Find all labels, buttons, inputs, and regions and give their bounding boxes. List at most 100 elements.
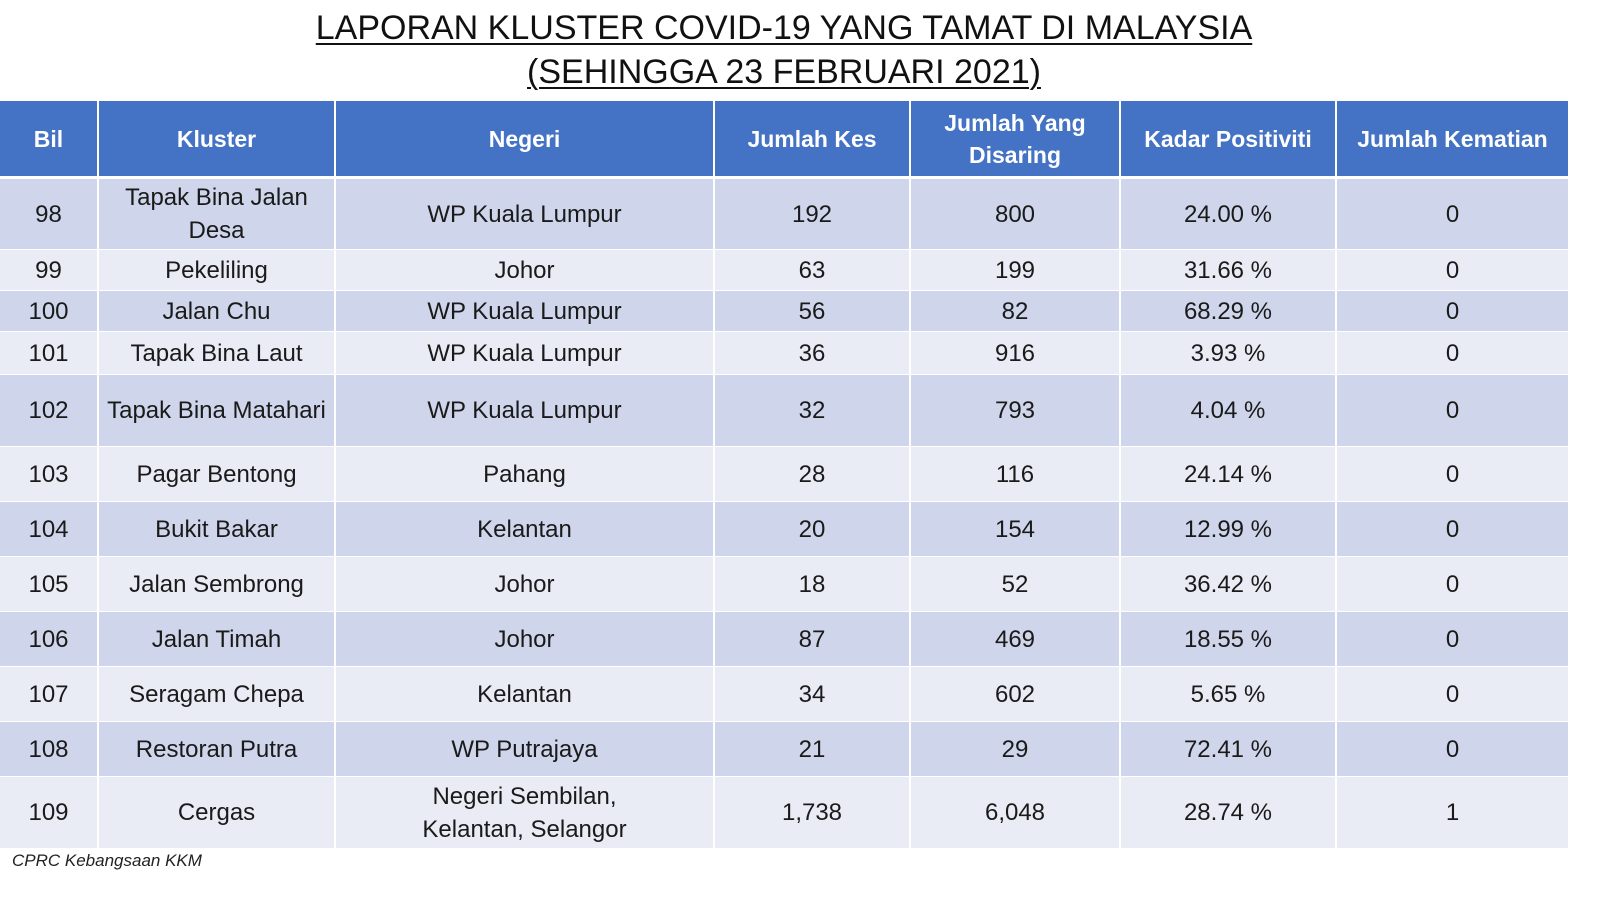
column-header-jumlah-disaring: Jumlah Yang Disaring bbox=[910, 101, 1121, 179]
cell-jumlah-kes: 1,738 bbox=[714, 776, 911, 849]
cell-negeri: Johor bbox=[335, 556, 715, 612]
cell-negeri: Pahang bbox=[335, 446, 715, 502]
table-row: 103 Pagar Bentong Pahang 28 116 24.14 % … bbox=[0, 446, 1568, 502]
cell-bil: 108 bbox=[0, 721, 99, 777]
report-title-line-2: (SEHINGGA 23 FEBRUARI 2021) bbox=[527, 53, 1041, 91]
table-row: 104 Bukit Bakar Kelantan 20 154 12.99 % … bbox=[0, 501, 1568, 557]
cell-jumlah-kematian: 0 bbox=[1336, 290, 1568, 332]
cell-jumlah-disaring: 29 bbox=[910, 721, 1121, 777]
column-header-kadar-positiviti: Kadar Positiviti bbox=[1120, 101, 1337, 179]
cell-negeri: Johor bbox=[335, 611, 715, 667]
cell-jumlah-kematian: 0 bbox=[1336, 721, 1568, 777]
cell-bil: 107 bbox=[0, 666, 99, 722]
cell-jumlah-disaring: 602 bbox=[910, 666, 1121, 722]
cell-negeri: Johor bbox=[335, 249, 715, 291]
cell-bil: 102 bbox=[0, 374, 99, 447]
cell-jumlah-kes: 63 bbox=[714, 249, 911, 291]
table-row: 107 Seragam Chepa Kelantan 34 602 5.65 %… bbox=[0, 666, 1568, 722]
cell-negeri: WP Kuala Lumpur bbox=[335, 331, 715, 375]
column-header-negeri: Negeri bbox=[335, 101, 715, 179]
cell-jumlah-kes: 18 bbox=[714, 556, 911, 612]
cell-bil: 106 bbox=[0, 611, 99, 667]
cell-kluster: Tapak Bina Laut bbox=[98, 331, 336, 375]
cell-jumlah-kematian: 0 bbox=[1336, 374, 1568, 447]
cell-negeri: WP Kuala Lumpur bbox=[335, 177, 715, 250]
column-header-bil: Bil bbox=[0, 101, 99, 179]
cell-bil: 98 bbox=[0, 177, 99, 250]
table-row: 101 Tapak Bina Laut WP Kuala Lumpur 36 9… bbox=[0, 331, 1568, 375]
cell-kadar-positiviti: 28.74 % bbox=[1120, 776, 1337, 849]
cell-jumlah-kematian: 0 bbox=[1336, 556, 1568, 612]
cell-kadar-positiviti: 18.55 % bbox=[1120, 611, 1337, 667]
cell-kadar-positiviti: 31.66 % bbox=[1120, 249, 1337, 291]
table-row: 102 Tapak Bina Matahari WP Kuala Lumpur … bbox=[0, 374, 1568, 447]
cell-kluster: Tapak Bina Matahari bbox=[98, 374, 336, 447]
cell-negeri: Kelantan bbox=[335, 666, 715, 722]
cell-jumlah-disaring: 52 bbox=[910, 556, 1121, 612]
cell-jumlah-disaring: 469 bbox=[910, 611, 1121, 667]
cell-jumlah-kematian: 0 bbox=[1336, 446, 1568, 502]
cell-negeri: Negeri Sembilan, Kelantan, Selangor bbox=[335, 776, 715, 849]
cell-jumlah-kematian: 0 bbox=[1336, 611, 1568, 667]
cell-jumlah-disaring: 800 bbox=[910, 177, 1121, 250]
cell-jumlah-kematian: 0 bbox=[1336, 666, 1568, 722]
cell-bil: 105 bbox=[0, 556, 99, 612]
cell-jumlah-disaring: 6,048 bbox=[910, 776, 1121, 849]
cell-jumlah-kematian: 0 bbox=[1336, 501, 1568, 557]
table-row: 106 Jalan Timah Johor 87 469 18.55 % 0 bbox=[0, 611, 1568, 667]
cell-negeri: WP Kuala Lumpur bbox=[335, 374, 715, 447]
cell-bil: 101 bbox=[0, 331, 99, 375]
table-row: 105 Jalan Sembrong Johor 18 52 36.42 % 0 bbox=[0, 556, 1568, 612]
cell-kadar-positiviti: 3.93 % bbox=[1120, 331, 1337, 375]
cluster-table: Bil Kluster Negeri Jumlah Kes Jumlah Yan… bbox=[0, 101, 1568, 849]
cell-bil: 103 bbox=[0, 446, 99, 502]
cell-kadar-positiviti: 68.29 % bbox=[1120, 290, 1337, 332]
cell-kadar-positiviti: 24.14 % bbox=[1120, 446, 1337, 502]
cell-bil: 104 bbox=[0, 501, 99, 557]
cell-bil: 99 bbox=[0, 249, 99, 291]
cell-kluster: Cergas bbox=[98, 776, 336, 849]
cell-jumlah-kes: 36 bbox=[714, 331, 911, 375]
cell-kadar-positiviti: 4.04 % bbox=[1120, 374, 1337, 447]
cell-jumlah-kematian: 0 bbox=[1336, 331, 1568, 375]
cell-bil: 100 bbox=[0, 290, 99, 332]
table-row: 108 Restoran Putra WP Putrajaya 21 29 72… bbox=[0, 721, 1568, 777]
table-header: Bil Kluster Negeri Jumlah Kes Jumlah Yan… bbox=[0, 101, 1568, 179]
cell-kluster: Bukit Bakar bbox=[98, 501, 336, 557]
report-title: LAPORAN KLUSTER COVID-19 YANG TAMAT DI M… bbox=[0, 6, 1568, 94]
cell-jumlah-kes: 34 bbox=[714, 666, 911, 722]
cell-kluster: Jalan Chu bbox=[98, 290, 336, 332]
cell-bil: 109 bbox=[0, 776, 99, 849]
cell-negeri: WP Kuala Lumpur bbox=[335, 290, 715, 332]
cell-jumlah-kes: 28 bbox=[714, 446, 911, 502]
table-row: 100 Jalan Chu WP Kuala Lumpur 56 82 68.2… bbox=[0, 290, 1568, 332]
cell-jumlah-disaring: 82 bbox=[910, 290, 1121, 332]
cell-kluster: Jalan Timah bbox=[98, 611, 336, 667]
cell-kadar-positiviti: 24.00 % bbox=[1120, 177, 1337, 250]
cell-kadar-positiviti: 36.42 % bbox=[1120, 556, 1337, 612]
cell-jumlah-disaring: 154 bbox=[910, 501, 1121, 557]
cell-jumlah-kes: 56 bbox=[714, 290, 911, 332]
source-footnote: CPRC Kebangsaan KKM bbox=[12, 851, 202, 870]
column-header-kluster: Kluster bbox=[98, 101, 336, 179]
cell-jumlah-disaring: 116 bbox=[910, 446, 1121, 502]
cell-negeri: Kelantan bbox=[335, 501, 715, 557]
cell-kadar-positiviti: 5.65 % bbox=[1120, 666, 1337, 722]
cell-jumlah-kematian: 1 bbox=[1336, 776, 1568, 849]
cell-jumlah-disaring: 793 bbox=[910, 374, 1121, 447]
cell-jumlah-kes: 192 bbox=[714, 177, 911, 250]
report-title-line-1: LAPORAN KLUSTER COVID-19 YANG TAMAT DI M… bbox=[315, 9, 1253, 47]
column-header-jumlah-kes: Jumlah Kes bbox=[714, 101, 911, 179]
cell-jumlah-kematian: 0 bbox=[1336, 177, 1568, 250]
cell-jumlah-kes: 21 bbox=[714, 721, 911, 777]
cell-kluster: Tapak Bina Jalan Desa bbox=[98, 177, 336, 250]
header-row: Bil Kluster Negeri Jumlah Kes Jumlah Yan… bbox=[0, 101, 1568, 179]
cell-jumlah-kes: 32 bbox=[714, 374, 911, 447]
cell-kadar-positiviti: 72.41 % bbox=[1120, 721, 1337, 777]
cell-negeri: WP Putrajaya bbox=[335, 721, 715, 777]
cell-kluster: Jalan Sembrong bbox=[98, 556, 336, 612]
cell-kadar-positiviti: 12.99 % bbox=[1120, 501, 1337, 557]
cell-jumlah-kematian: 0 bbox=[1336, 249, 1568, 291]
cell-jumlah-disaring: 916 bbox=[910, 331, 1121, 375]
cell-jumlah-kes: 87 bbox=[714, 611, 911, 667]
